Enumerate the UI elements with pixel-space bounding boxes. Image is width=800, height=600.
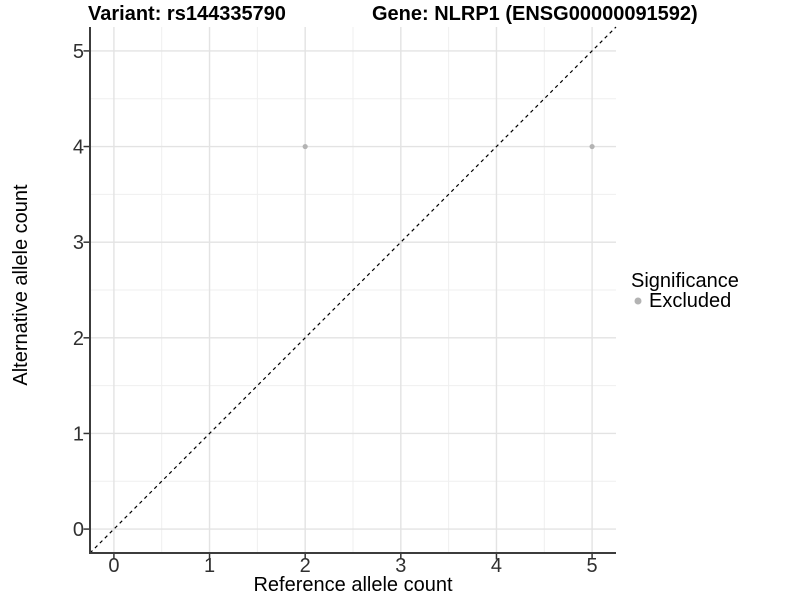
excluded-point-icon <box>634 297 641 305</box>
x-tick-label: 3 <box>395 555 406 577</box>
plot-title-variant: Variant: rs144335790 <box>88 3 286 25</box>
y-tick-label: 1 <box>73 423 84 445</box>
legend-item-label: Excluded <box>649 290 732 312</box>
y-tick-label: 4 <box>73 137 84 159</box>
y-tick-label: 2 <box>73 328 84 350</box>
x-axis-title: Reference allele count <box>253 574 453 596</box>
legend-key <box>631 295 644 308</box>
x-tick-label: 4 <box>491 555 502 577</box>
x-tick-label: 1 <box>204 555 215 577</box>
identity-reference-line <box>89 26 617 554</box>
data-point <box>302 143 308 150</box>
data-point <box>589 143 595 150</box>
y-axis-title: Alternative allele count <box>10 184 32 386</box>
y-tick-label: 0 <box>73 519 84 541</box>
x-tick-label: 2 <box>300 555 311 577</box>
y-tick-label: 3 <box>73 232 84 254</box>
x-tick-label: 0 <box>108 555 119 577</box>
plot-title-gene: Gene: NLRP1 (ENSG00000091592) <box>372 3 698 25</box>
legend: Significance Excluded <box>631 270 739 312</box>
x-tick-label: 5 <box>587 555 598 577</box>
legend-title: Significance <box>631 270 739 292</box>
legend-item-excluded: Excluded <box>631 290 739 312</box>
y-tick-label: 5 <box>73 41 84 63</box>
